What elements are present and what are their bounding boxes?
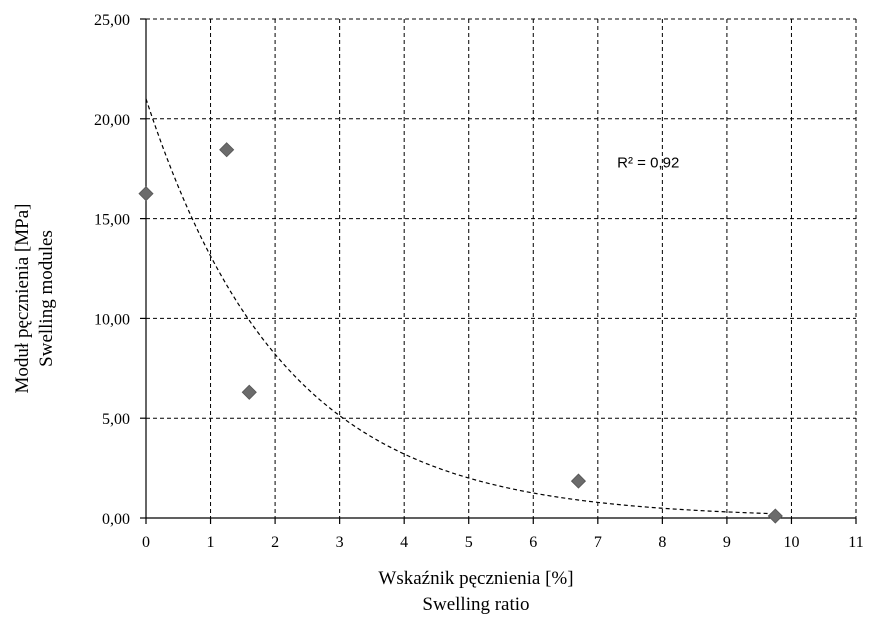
r-squared-annotation: R² = 0,92 <box>617 155 679 172</box>
y-tick-label: 15,00 <box>94 212 130 229</box>
data-point-diamond <box>570 473 587 489</box>
y-tick-label: 25,00 <box>94 12 130 29</box>
x-axis-title: Wskaźnik pęcznienia [%] <box>378 568 573 589</box>
x-tick-label: 6 <box>529 534 537 551</box>
y-tick-label: 0,00 <box>102 511 130 528</box>
axes <box>140 18 857 524</box>
trendline-layer <box>145 98 779 515</box>
x-tick-label: 10 <box>783 534 799 551</box>
x-tick-label: 7 <box>594 534 602 551</box>
data-point-diamond <box>767 508 783 524</box>
y-tick-label: 20,00 <box>94 112 130 129</box>
exponential-trendline <box>145 98 779 515</box>
grid-lines <box>146 18 857 518</box>
data-points <box>138 142 783 524</box>
x-tick-label: 9 <box>723 534 731 551</box>
data-point-diamond <box>241 384 257 400</box>
y-tick-label: 10,00 <box>94 311 130 328</box>
y-axis-title: Moduł pęcznienia [MPa] <box>12 204 33 394</box>
data-point-diamond <box>138 186 154 202</box>
x-tick-label: 11 <box>848 534 863 551</box>
x-tick-label: 3 <box>336 534 344 551</box>
x-tick-label: 2 <box>271 534 279 551</box>
x-tick-label: 8 <box>658 534 666 551</box>
x-axis-subtitle: Swelling ratio <box>422 594 529 615</box>
x-tick-label: 5 <box>465 534 473 551</box>
x-tick-label: 4 <box>400 534 408 551</box>
x-tick-label: 0 <box>142 534 150 551</box>
y-tick-label: 5,00 <box>102 411 130 428</box>
data-point-diamond <box>219 142 235 158</box>
y-tick-labels: 0,00 5,00 10,00 15,00 20,00 25,00 <box>94 12 130 528</box>
x-tick-labels: 0 1 2 3 4 5 6 7 8 9 10 11 <box>142 534 864 551</box>
x-tick-label: 1 <box>207 534 215 551</box>
y-axis-subtitle: Swelling modules <box>36 230 57 367</box>
